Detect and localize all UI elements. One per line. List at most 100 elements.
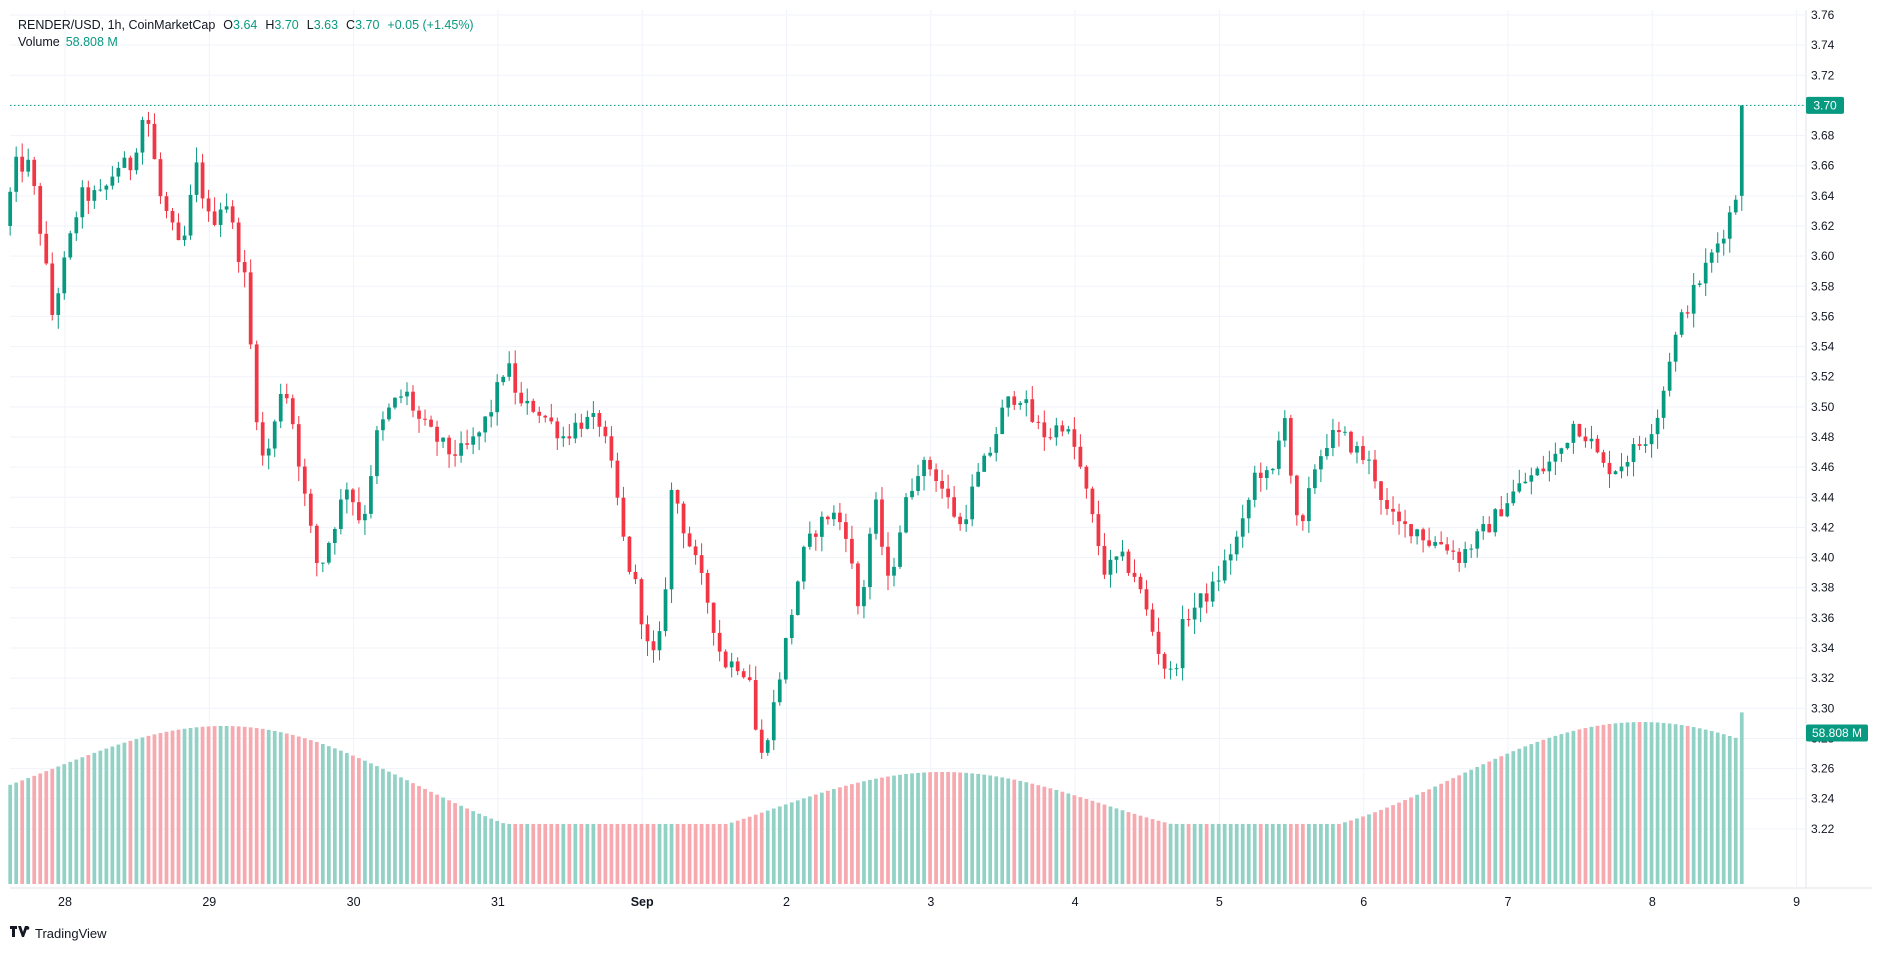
volume-bar bbox=[976, 773, 981, 884]
candle-body bbox=[248, 272, 253, 345]
candle-body bbox=[892, 566, 896, 576]
volume-bar bbox=[1361, 816, 1365, 884]
candle-body bbox=[1054, 425, 1059, 438]
open-label: O bbox=[223, 18, 234, 32]
candle-body bbox=[1018, 403, 1023, 405]
candle-body bbox=[369, 476, 373, 514]
volume-bar bbox=[874, 778, 878, 884]
candle-body bbox=[1373, 459, 1377, 482]
price-tick-label: 3.34 bbox=[1811, 641, 1835, 655]
price-tick-label: 3.74 bbox=[1811, 38, 1835, 52]
candle-body bbox=[777, 679, 782, 703]
candle-body bbox=[1607, 462, 1612, 475]
volume-bar bbox=[1379, 809, 1383, 884]
volume-bar bbox=[1042, 786, 1047, 884]
time-tick-label: 29 bbox=[202, 895, 216, 909]
volume-bar bbox=[483, 816, 488, 884]
candle-body bbox=[128, 157, 133, 171]
volume-bar bbox=[164, 731, 169, 884]
candle-body bbox=[1631, 444, 1636, 463]
volume-bar bbox=[928, 772, 932, 884]
candle-body bbox=[603, 426, 608, 437]
volume-bar bbox=[194, 727, 199, 884]
volume-bar bbox=[904, 774, 908, 884]
volume-bar bbox=[555, 823, 560, 884]
volume-bar bbox=[405, 780, 409, 884]
candle-body bbox=[729, 661, 734, 668]
volume-bar bbox=[1300, 823, 1305, 884]
volume-bar bbox=[771, 808, 776, 884]
volume-bar bbox=[441, 797, 445, 884]
volume-bar bbox=[435, 794, 439, 884]
volume-bar bbox=[1120, 810, 1125, 884]
volume-bar bbox=[807, 796, 812, 884]
tradingview-brand[interactable]: TradingView bbox=[10, 925, 107, 941]
volume-bar bbox=[1325, 823, 1329, 884]
candle-body bbox=[1589, 438, 1594, 442]
low-label: L bbox=[306, 18, 314, 32]
volume-bar bbox=[850, 784, 854, 884]
volume-bar bbox=[561, 823, 566, 884]
candle-body bbox=[326, 542, 331, 563]
volume-bar bbox=[1024, 782, 1029, 884]
candle-body bbox=[50, 263, 55, 315]
volume-bar bbox=[1649, 722, 1654, 884]
candle-body bbox=[543, 415, 548, 418]
volume-bar bbox=[447, 800, 451, 884]
candle-body bbox=[1319, 456, 1323, 470]
volume-bar bbox=[459, 805, 463, 884]
time-tick-label: 4 bbox=[1072, 895, 1079, 909]
candle-body bbox=[675, 489, 680, 504]
volume-bar bbox=[1228, 823, 1233, 884]
last-price-label: 3.70 bbox=[1813, 98, 1837, 112]
candle-body bbox=[453, 454, 457, 456]
volume-bar bbox=[1493, 758, 1498, 884]
volume-bar bbox=[110, 746, 115, 884]
candle-body bbox=[1505, 503, 1510, 517]
volume-bar bbox=[681, 823, 686, 884]
candle-body bbox=[459, 443, 463, 456]
candle-body bbox=[1156, 631, 1161, 654]
volume-bar bbox=[615, 823, 620, 884]
volume-bar bbox=[26, 778, 31, 884]
volume-bar bbox=[1373, 812, 1377, 884]
volume-bar bbox=[471, 811, 475, 884]
candle-body bbox=[200, 162, 205, 199]
candle-body bbox=[1204, 593, 1209, 602]
candle-body bbox=[1439, 542, 1444, 545]
candle-body bbox=[338, 499, 343, 529]
candle-body bbox=[44, 233, 49, 264]
candle-body bbox=[1541, 468, 1546, 472]
candle-body bbox=[904, 497, 908, 533]
candle-body bbox=[531, 400, 536, 412]
candle-body bbox=[922, 459, 926, 477]
volume-bar bbox=[1264, 823, 1269, 884]
volume-bar bbox=[200, 726, 205, 884]
candle-body bbox=[591, 413, 596, 417]
candle-body bbox=[1252, 472, 1257, 500]
candle-body bbox=[1210, 581, 1215, 602]
volume-bar bbox=[609, 823, 614, 884]
candle-body bbox=[1012, 396, 1017, 405]
volume-bar bbox=[1288, 823, 1293, 884]
volume-bar bbox=[723, 823, 728, 884]
volume-bar bbox=[74, 759, 79, 884]
volume-bar bbox=[230, 726, 235, 884]
candle-body bbox=[1499, 509, 1504, 517]
volume-bar bbox=[206, 726, 211, 884]
volume-bar bbox=[1523, 746, 1528, 884]
candle-body bbox=[807, 533, 812, 547]
candle-body bbox=[224, 206, 229, 210]
volume-bars bbox=[8, 712, 1744, 884]
symbol-title[interactable]: RENDER/USD, 1h, CoinMarketCap bbox=[18, 18, 216, 32]
candle-body bbox=[1084, 466, 1089, 489]
candle-body bbox=[597, 413, 602, 427]
candle-body bbox=[813, 533, 818, 537]
volume-title[interactable]: Volume bbox=[18, 35, 60, 49]
volume-bar bbox=[705, 823, 710, 884]
volume-bar bbox=[1715, 732, 1720, 884]
candle-body bbox=[982, 455, 987, 472]
price-tick-label: 3.66 bbox=[1811, 159, 1835, 173]
